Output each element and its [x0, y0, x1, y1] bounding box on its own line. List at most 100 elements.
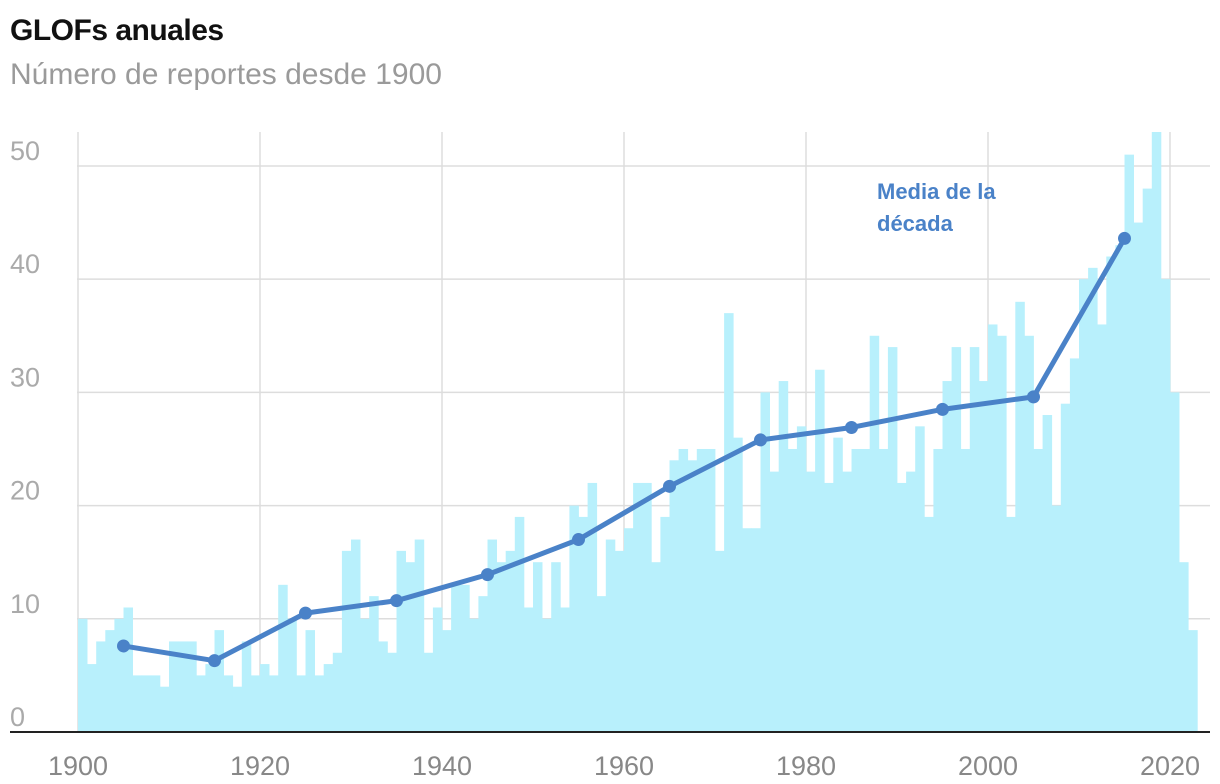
annual-bar — [933, 448, 943, 732]
x-tick-label: 1980 — [776, 751, 836, 781]
y-tick-label: 10 — [10, 589, 40, 619]
annual-bar — [978, 381, 989, 732]
annual-bar — [787, 448, 798, 732]
annual-bar — [1115, 245, 1125, 732]
y-tick-label: 20 — [10, 476, 40, 506]
annual-bar — [915, 426, 925, 732]
decade-average-line — [117, 231, 1131, 668]
annual-bar — [1133, 222, 1144, 732]
annual-bar — [860, 448, 871, 732]
annual-bar — [624, 528, 634, 732]
annual-bar — [1170, 392, 1180, 732]
annual-bar — [169, 641, 179, 732]
annual-bar — [687, 460, 698, 732]
annual-bar — [742, 528, 752, 732]
annual-bar — [460, 584, 470, 732]
annual-bar — [1051, 505, 1062, 732]
annual-bar — [660, 516, 670, 732]
annual-bar — [906, 471, 916, 732]
annual-bar — [942, 381, 952, 732]
annual-bar — [305, 630, 315, 732]
annual-bar — [824, 482, 834, 732]
annual-bar — [551, 562, 561, 732]
annual-bar — [887, 347, 898, 732]
annual-bar — [596, 596, 607, 732]
annual-bar — [496, 562, 507, 732]
chart-title: GLOFs anuales — [10, 14, 224, 47]
y-tick-label: 30 — [10, 362, 40, 392]
annual-bar — [469, 618, 479, 732]
annual-bar — [1160, 279, 1171, 732]
annual-bar — [605, 539, 616, 732]
annual-bar — [232, 686, 243, 732]
decade-average-point — [1118, 231, 1131, 245]
chart-subtitle: Número de reportes desde 1900 — [10, 58, 442, 91]
annual-bar — [997, 335, 1007, 732]
annual-bar — [514, 516, 525, 732]
annual-bar — [1179, 562, 1189, 732]
annual-bar — [323, 664, 334, 732]
annual-bar — [205, 664, 215, 732]
annual-bar — [587, 482, 598, 732]
annual-bar — [1069, 358, 1080, 732]
annual-bar — [442, 630, 452, 732]
x-tick-label: 1900 — [48, 751, 108, 781]
axes: 0 10 20 30 40 50 1900 1920 1940 1960 1980 2000 2020 — [10, 136, 1210, 781]
annual-bar — [796, 426, 807, 732]
annual-bar — [851, 448, 861, 732]
annual-bar — [96, 641, 106, 732]
decade-average-point — [754, 433, 767, 447]
annual-bar — [114, 618, 124, 732]
annual-bar — [287, 618, 297, 732]
annual-bar — [705, 448, 716, 732]
annual-bar — [715, 550, 725, 732]
annual-bar — [951, 347, 962, 732]
annual-bar — [614, 550, 625, 732]
annual-bar — [833, 437, 843, 732]
annual-bar — [760, 392, 770, 732]
annual-bar — [651, 562, 661, 732]
decade-average-point — [390, 594, 403, 608]
x-tick-label: 2020 — [1140, 751, 1200, 781]
annual-bar — [396, 550, 406, 732]
decade-average-polyline — [121, 235, 1127, 664]
annual-bar — [278, 584, 288, 732]
y-tick-label: 50 — [10, 136, 40, 166]
x-tick-label: 1940 — [412, 751, 472, 781]
annual-bar — [523, 607, 534, 732]
annual-bar — [1015, 301, 1025, 732]
annual-bar — [387, 652, 397, 732]
annual-bar — [815, 369, 825, 732]
decade-average-point — [208, 654, 221, 668]
annual-bar — [806, 471, 816, 732]
annual-bar — [432, 607, 443, 732]
annual-bar — [924, 516, 934, 732]
annual-bar — [1151, 132, 1162, 732]
annual-bar — [105, 630, 115, 732]
annual-bar — [1124, 154, 1134, 733]
annual-bar — [360, 618, 370, 732]
annual-bar — [878, 448, 889, 732]
annual-bar — [669, 460, 679, 732]
annual-bar — [178, 641, 188, 732]
annual-bar — [1024, 335, 1034, 732]
annotation-line-1: Media de la — [877, 179, 996, 204]
annual-bar — [678, 448, 689, 732]
annual-bar — [751, 528, 761, 732]
decade-average-point — [845, 420, 858, 434]
annual-bar — [296, 675, 306, 732]
annual-bar — [569, 505, 579, 732]
annual-bar — [696, 448, 707, 732]
annual-bar — [960, 448, 971, 732]
annual-bar — [1042, 415, 1053, 732]
annual-bar — [214, 630, 224, 732]
decade-average-point — [117, 639, 130, 653]
annual-bar — [733, 437, 743, 732]
annual-bar — [378, 641, 388, 732]
annual-bar — [423, 652, 434, 732]
annual-bar — [1097, 324, 1107, 732]
annual-bar — [897, 482, 907, 732]
annual-bar — [1060, 403, 1071, 732]
annual-bar — [269, 675, 279, 732]
annotation-line-2: década — [877, 211, 954, 236]
